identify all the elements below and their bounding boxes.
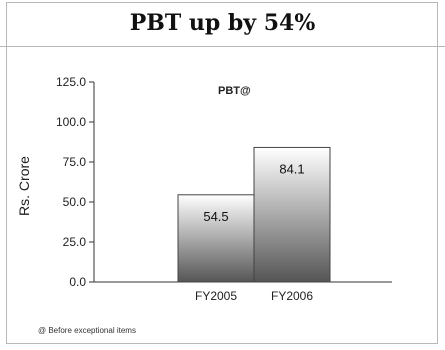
y-tick-label: 125.0 (56, 75, 86, 89)
chart-title: PBT up by 54% (129, 10, 316, 36)
chart-labels: 54.5 FY2005 84.1 FY2006 (195, 161, 313, 303)
bar (177, 194, 255, 283)
data-label: 54.5 (203, 209, 228, 224)
x-tick-label: FY2005 (195, 289, 237, 303)
y-tick-label: 75.0 (63, 155, 87, 169)
legend-label: PBT@ (218, 85, 251, 97)
y-tick-label: 50.0 (63, 195, 87, 209)
y-tick-label: 25.0 (63, 235, 87, 249)
bar (253, 146, 331, 283)
chart-bars (177, 146, 331, 283)
y-tick-label: 0.0 (69, 275, 86, 289)
data-label: 84.1 (279, 161, 304, 176)
chart-frame (6, 2, 438, 344)
x-tick-label: FY2006 (271, 289, 313, 303)
title-divider (0, 46, 445, 47)
footnote: @ Before exceptional items (38, 326, 136, 335)
chart-axes: 0.0 25.0 50.0 75.0 100.0 125.0 (56, 75, 392, 289)
y-tick-label: 100.0 (56, 115, 86, 129)
